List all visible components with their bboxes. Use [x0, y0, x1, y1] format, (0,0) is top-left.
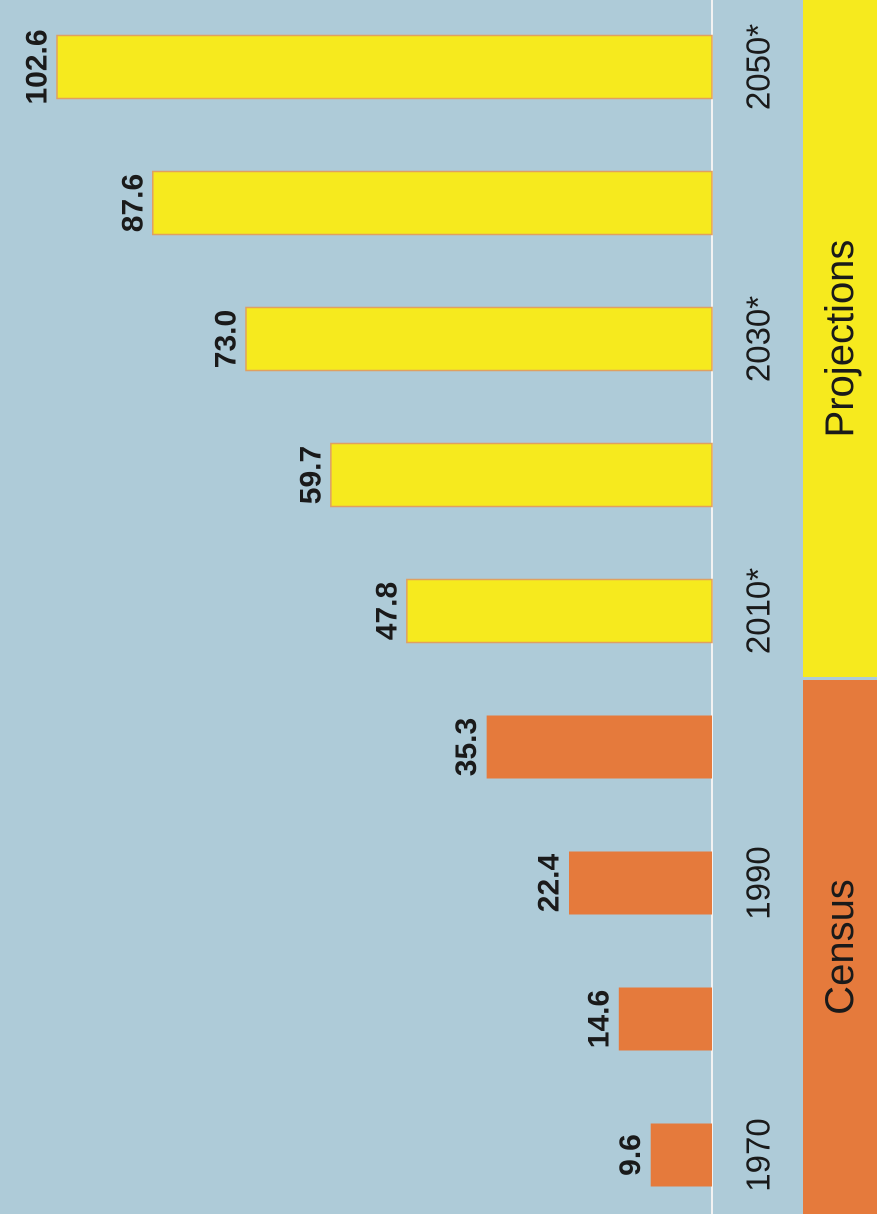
bar-2020 [330, 442, 713, 508]
value-label-2040: 87.6 [116, 174, 149, 232]
group-label-census: Census [818, 879, 862, 1015]
bar-2010-star [406, 578, 713, 644]
bar-1990 [568, 851, 712, 915]
value-label-2000: 35.3 [450, 718, 483, 776]
bar-2050-star [56, 34, 713, 100]
category-label-2010-star: 2010* [740, 568, 777, 654]
value-label-2010-star: 47.8 [370, 582, 403, 640]
bar-1970 [650, 1123, 712, 1187]
value-label-2050-star: 102.6 [21, 29, 54, 104]
bar-2000 [486, 715, 712, 779]
group-band-projections [803, 0, 877, 677]
category-label-1970: 1970 [740, 1118, 777, 1191]
bar-2030-star [245, 306, 713, 372]
value-label-1980: 14.6 [582, 990, 615, 1048]
category-label-1990: 1990 [740, 846, 777, 919]
category-label-2050-star: 2050* [740, 24, 777, 110]
group-label-projections: Projections [818, 240, 862, 438]
value-label-1990: 22.4 [532, 853, 565, 912]
bar-1980 [618, 987, 712, 1051]
category-label-2030-star: 2030* [740, 296, 777, 382]
group-band-census [803, 680, 877, 1214]
value-label-2020: 59.7 [294, 446, 327, 504]
value-label-1970: 9.6 [614, 1134, 647, 1176]
bar-2040 [152, 170, 713, 236]
value-label-2030-star: 73.0 [209, 310, 242, 368]
